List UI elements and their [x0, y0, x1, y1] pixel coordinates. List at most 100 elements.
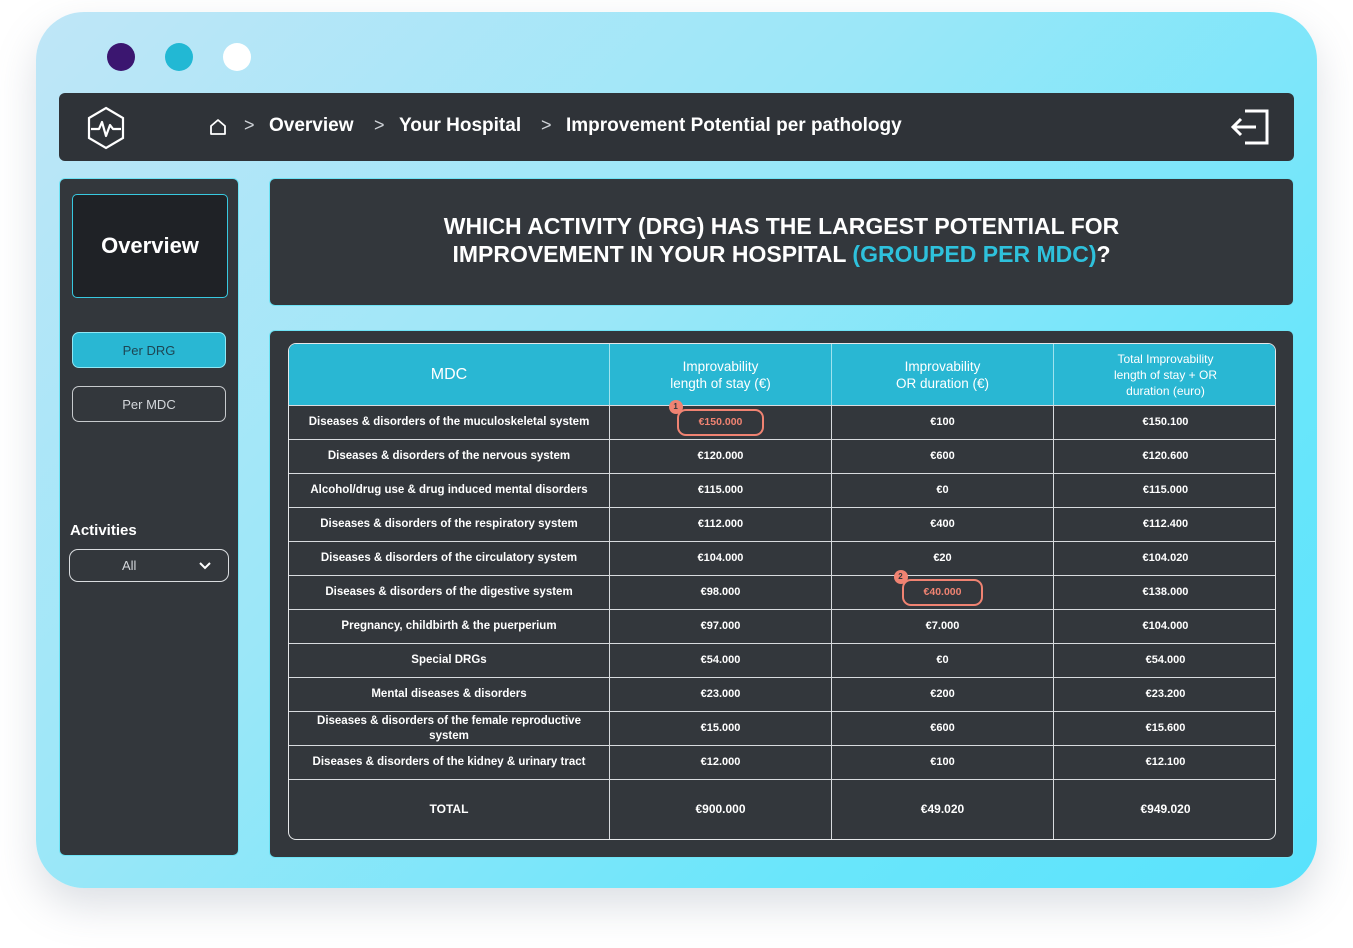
table-total-row: TOTAL €900.000 €49.020 €949.020: [289, 779, 1275, 839]
cell-mdc: Mental diseases & disorders: [289, 678, 610, 711]
table-row: Diseases & disorders of the muculoskelet…: [289, 400, 1275, 439]
title-line-1: WHICH ACTIVITY (DRG) HAS THE LARGEST POT…: [443, 213, 1120, 239]
table-row: Diseases & disorders of the respiratory …: [289, 507, 1275, 541]
header-or-line1: Improvability: [904, 358, 981, 374]
activities-select[interactable]: All: [69, 549, 229, 582]
cell-total: €15.600: [1145, 722, 1186, 734]
cell-los: €54.000: [610, 644, 832, 677]
cell-or: €100: [832, 406, 1054, 439]
cell-mdc: Diseases & disorders of the female repro…: [289, 712, 610, 745]
cell-total: €54.000: [1145, 654, 1186, 666]
header-total: Total Improvability length of stay + OR du…: [1054, 344, 1275, 405]
header-total-line2: length of stay + OR: [1113, 367, 1218, 382]
title-line-2-suffix: ?: [1096, 241, 1111, 267]
header-los-line1: Improvability: [682, 358, 759, 374]
activities-label: Activities: [70, 522, 137, 539]
cell-los: €112.000: [610, 508, 832, 541]
breadcrumb-your-hospital[interactable]: Your Hospital: [399, 115, 522, 136]
cell-total: €138.000: [1142, 586, 1189, 598]
window-dot-teal: [165, 43, 193, 71]
header-mdc: MDC: [289, 344, 610, 405]
home-icon[interactable]: [209, 118, 227, 136]
sidebar: Overview Per DRG Per MDC Activities All: [59, 178, 239, 856]
cell-or: €0: [832, 644, 1054, 677]
cell-mdc: Pregnancy, childbirth & the puerperium: [289, 610, 610, 643]
cell-mdc: Diseases & disorders of the kidney & uri…: [289, 746, 610, 779]
cell-or: 2 €40.000: [832, 570, 1054, 609]
header-total-line3: duration (euro): [1126, 383, 1205, 398]
cell-mdc: Alcohol/drug use & drug induced mental d…: [289, 474, 610, 507]
mdc-table: MDC Improvability length of stay (€) Impr…: [288, 343, 1276, 840]
cell-or: €20: [832, 542, 1054, 575]
cell-total: €150.100: [1142, 416, 1189, 428]
cell-los: €98.000: [610, 576, 832, 609]
cell-total: €23.200: [1145, 688, 1186, 700]
highlight-or: 2 €40.000: [893, 570, 984, 606]
chevron-right-icon: >: [541, 115, 552, 135]
cell-mdc: Diseases & disorders of the muculoskelet…: [289, 406, 610, 439]
overview-card[interactable]: Overview: [72, 194, 228, 298]
table-row: Special DRGs €54.000 €0 €54.000: [289, 643, 1275, 677]
question-title-card: WHICH ACTIVITY (DRG) HAS THE LARGEST POT…: [269, 178, 1294, 306]
per-mdc-button[interactable]: Per MDC: [72, 386, 226, 422]
cell-mdc: Diseases & disorders of the digestive sy…: [289, 576, 610, 609]
cell-total: €104.000: [1142, 620, 1189, 632]
title-accent: (GROUPED PER MDC): [852, 241, 1097, 267]
table-row: Alcohol/drug use & drug induced mental d…: [289, 473, 1275, 507]
cell-total: €115.000: [1142, 484, 1189, 496]
cell-or: €600: [832, 712, 1054, 745]
per-drg-button[interactable]: Per DRG: [72, 332, 226, 368]
cell-mdc: Diseases & disorders of the respiratory …: [289, 508, 610, 541]
title-line-2: IMPROVEMENT IN YOUR HOSPITAL (GROUPED PE…: [270, 240, 1293, 268]
cell-los: €12.000: [610, 746, 832, 779]
cell-total-or: €49.020: [832, 780, 1054, 839]
cell-total: €12.100: [1145, 756, 1186, 768]
cell-mdc: Diseases & disorders of the nervous syst…: [289, 440, 610, 473]
highlight-los-value: €150.000: [698, 416, 743, 428]
breadcrumb-overview[interactable]: Overview: [269, 115, 354, 136]
cell-or: €7.000: [832, 610, 1054, 643]
cell-mdc: Diseases & disorders of the circulatory …: [289, 542, 610, 575]
table-card: MDC Improvability length of stay (€) Impr…: [269, 330, 1294, 858]
header-total-line1: Total Improvability: [1117, 351, 1214, 366]
cell-or: €200: [832, 678, 1054, 711]
cell-los: €23.000: [610, 678, 832, 711]
table-row: Pregnancy, childbirth & the puerperium €…: [289, 609, 1275, 643]
table-row: Diseases & disorders of the nervous syst…: [289, 439, 1275, 473]
cell-or: €100: [832, 746, 1054, 779]
cell-los: €120.000: [610, 440, 832, 473]
cell-total-los: €900.000: [610, 780, 832, 839]
title-line-2-prefix: IMPROVEMENT IN YOUR HOSPITAL: [452, 241, 853, 267]
cell-total-label: TOTAL: [289, 780, 610, 839]
highlight-los: 1 €150.000: [668, 400, 765, 436]
table-row: Diseases & disorders of the digestive sy…: [289, 570, 1275, 609]
cell-total: €104.020: [1142, 552, 1189, 564]
cell-or: €600: [832, 440, 1054, 473]
header-or: Improvability OR duration (€): [832, 344, 1054, 405]
cell-total: €120.600: [1142, 450, 1189, 462]
highlight-badge: 2: [893, 570, 908, 584]
cell-or: €400: [832, 508, 1054, 541]
top-bar: > Overview > Your Hospital > Improvement…: [59, 93, 1294, 161]
header-los: Improvability length of stay (€): [610, 344, 832, 405]
heart-pulse-logo-icon[interactable]: [83, 105, 129, 151]
table-row: Diseases & disorders of the circulatory …: [289, 541, 1275, 575]
cell-mdc: Special DRGs: [289, 644, 610, 677]
highlight-badge: 1: [668, 400, 683, 414]
header-los-line2: length of stay (€): [670, 375, 771, 391]
exit-icon[interactable]: [1229, 107, 1271, 147]
cell-los: €104.000: [610, 542, 832, 575]
chevron-right-icon: >: [374, 115, 385, 135]
breadcrumb-improvement-potential[interactable]: Improvement Potential per pathology: [566, 115, 902, 136]
question-title: WHICH ACTIVITY (DRG) HAS THE LARGEST POT…: [270, 212, 1293, 268]
chevron-down-icon: [199, 562, 211, 570]
table-row: Diseases & disorders of the female repro…: [289, 711, 1275, 745]
window-dot-purple: [107, 43, 135, 71]
chevron-right-icon: >: [244, 115, 255, 135]
activities-select-value: All: [122, 558, 137, 573]
cell-total-total: €949.020: [1140, 802, 1191, 816]
highlight-or-value: €40.000: [923, 586, 962, 598]
table-row: Diseases & disorders of the kidney & uri…: [289, 745, 1275, 779]
table-row: Mental diseases & disorders €23.000 €200…: [289, 677, 1275, 711]
cell-los: €115.000: [610, 474, 832, 507]
